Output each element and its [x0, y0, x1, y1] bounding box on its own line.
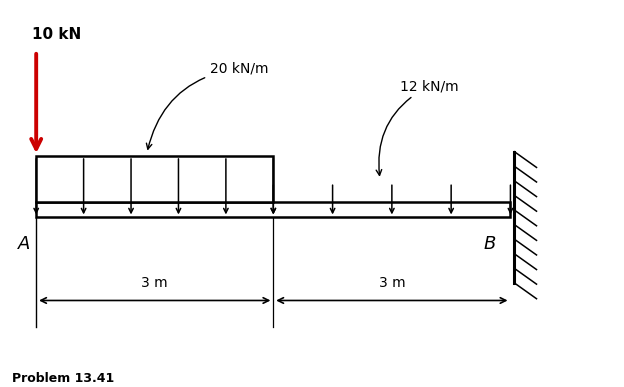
Text: Problem 13.41: Problem 13.41 [12, 372, 115, 385]
Text: 3 m: 3 m [379, 276, 405, 290]
Text: 3 m: 3 m [142, 276, 168, 290]
Bar [36, 202, 510, 217]
Text: B: B [484, 235, 496, 253]
Text: 10 kN: 10 kN [32, 27, 82, 42]
Text: A: A [17, 235, 30, 253]
Text: 20 kN/m: 20 kN/m [147, 62, 268, 149]
Text: 12 kN/m: 12 kN/m [376, 79, 459, 175]
Bar [36, 156, 273, 202]
